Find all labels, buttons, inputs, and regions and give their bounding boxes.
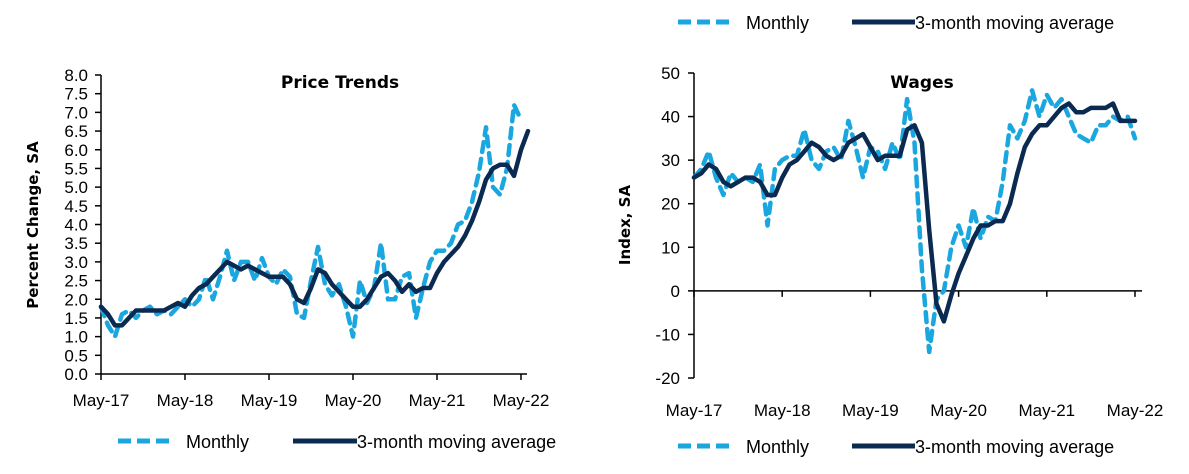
legend-label-moving-average: 3-month moving average bbox=[357, 432, 556, 452]
y-tick-label: 0.5 bbox=[64, 346, 88, 365]
legend-label-monthly: Monthly bbox=[746, 437, 809, 457]
series-group bbox=[691, 88, 1138, 355]
price-trends-chart: Price Trends Percent Change, SA 0.00.51.… bbox=[24, 66, 556, 452]
x-tick-label: May-22 bbox=[1107, 401, 1164, 420]
y-tick-label: 8.0 bbox=[64, 66, 88, 85]
legend-label-monthly: Monthly bbox=[746, 13, 809, 33]
x-tick-label: May-18 bbox=[754, 401, 811, 420]
y-tick-label: 6.5 bbox=[64, 122, 88, 141]
x-tick-label: May-21 bbox=[1018, 401, 1075, 420]
y-tick-label: 0 bbox=[671, 282, 680, 301]
legend: Monthly 3-month moving average bbox=[118, 432, 556, 452]
chart-title: Price Trends bbox=[281, 73, 399, 93]
y-tick-label: 30 bbox=[661, 151, 680, 170]
series-line-monthly bbox=[691, 88, 1138, 355]
y-tick-label: 10 bbox=[661, 238, 680, 257]
legend-bottom: Monthly 3-month moving average bbox=[678, 437, 1114, 457]
series-group bbox=[98, 102, 531, 339]
x-tick-label: May-18 bbox=[157, 391, 214, 410]
axes: 0.00.51.01.52.02.53.03.54.04.55.05.56.06… bbox=[64, 66, 549, 410]
y-tick-label: 3.0 bbox=[64, 253, 88, 272]
y-tick-label: 6.0 bbox=[64, 141, 88, 160]
y-tick-label: 1.0 bbox=[64, 328, 88, 347]
y-tick-label: 2.5 bbox=[64, 272, 88, 291]
y-tick-label: 3.5 bbox=[64, 234, 88, 253]
x-tick-label: May-19 bbox=[842, 401, 899, 420]
x-tick-label: May-21 bbox=[409, 391, 466, 410]
y-tick-label: 7.5 bbox=[64, 85, 88, 104]
x-tick-label: May-17 bbox=[666, 401, 723, 420]
y-tick-label: 20 bbox=[661, 195, 680, 214]
y-tick-label: 1.5 bbox=[64, 309, 88, 328]
legend-label-monthly: Monthly bbox=[186, 432, 249, 452]
x-tick-label: May-19 bbox=[241, 391, 298, 410]
y-tick-label: 7.0 bbox=[64, 103, 88, 122]
x-tick-label: May-20 bbox=[930, 401, 987, 420]
series-line-moving-average bbox=[691, 101, 1138, 324]
x-tick-label: May-22 bbox=[493, 391, 550, 410]
y-tick-label: 2.0 bbox=[64, 290, 88, 309]
y-tick-label: 40 bbox=[661, 108, 680, 127]
y-tick-label: -20 bbox=[655, 369, 680, 388]
y-tick-label: 0.0 bbox=[64, 365, 88, 384]
y-axis-label: Percent Change, SA bbox=[24, 141, 42, 309]
series-line-monthly bbox=[98, 102, 524, 339]
y-axis-label: Index, SA bbox=[616, 185, 634, 266]
y-tick-label: -10 bbox=[655, 325, 680, 344]
y-tick-label: 5.0 bbox=[64, 178, 88, 197]
y-tick-label: 4.5 bbox=[64, 197, 88, 216]
legend-label-moving-average: 3-month moving average bbox=[915, 13, 1114, 33]
legend-label-moving-average: 3-month moving average bbox=[915, 437, 1114, 457]
wages-chart: Monthly 3-month moving average Wages Ind… bbox=[616, 13, 1163, 457]
y-tick-label: 5.5 bbox=[64, 159, 88, 178]
y-tick-label: 50 bbox=[661, 64, 680, 83]
axes: -20 -10 0 10 20 30 40 50 May-17 May-18 May-19 May-2… bbox=[655, 64, 1163, 420]
x-tick-label: May-17 bbox=[73, 391, 130, 410]
legend-top: Monthly 3-month moving average bbox=[678, 13, 1114, 33]
y-tick-label: 4.0 bbox=[64, 216, 88, 235]
series-line-moving-average bbox=[98, 128, 531, 328]
x-tick-label: May-20 bbox=[325, 391, 382, 410]
chart-title: Wages bbox=[890, 73, 953, 93]
